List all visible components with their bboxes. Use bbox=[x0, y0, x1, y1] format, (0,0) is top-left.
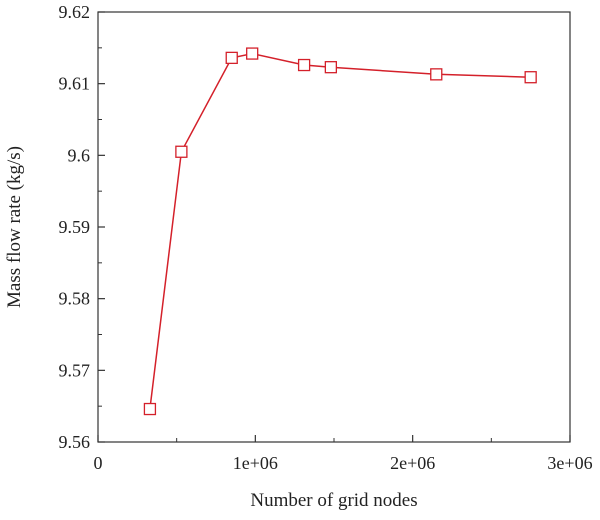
y-tick-label: 9.62 bbox=[59, 2, 91, 22]
data-point bbox=[143, 402, 157, 416]
y-tick-label: 9.56 bbox=[59, 432, 91, 452]
x-axis-title: Number of grid nodes bbox=[250, 490, 417, 511]
data-point bbox=[225, 51, 238, 65]
y-axis-ticks: 9.56 9.57 9.58 9.59 9.6 9.61 9.62 bbox=[59, 2, 105, 452]
y-tick-label: 9.61 bbox=[59, 74, 91, 94]
x-tick-label: 1e+06 bbox=[233, 453, 278, 473]
x-tick-label: 0 bbox=[94, 453, 103, 473]
data-point bbox=[246, 47, 259, 60]
x-tick-label: 3e+06 bbox=[547, 453, 592, 473]
data-point bbox=[524, 71, 537, 84]
y-axis-title: Mass flow rate (kg/s) bbox=[4, 146, 25, 308]
y-tick-label: 9.58 bbox=[59, 289, 91, 309]
y-tick-label: 9.57 bbox=[59, 360, 91, 380]
x-tick-label: 2e+06 bbox=[390, 453, 435, 473]
series-layer bbox=[143, 47, 537, 416]
y-tick-label: 9.59 bbox=[59, 217, 91, 237]
data-point bbox=[324, 61, 338, 74]
x-axis-ticks: 0 1e+06 2e+06 3e+06 bbox=[94, 435, 593, 473]
y-tick-label: 9.6 bbox=[68, 145, 91, 165]
series-line bbox=[149, 52, 531, 410]
data-point bbox=[430, 68, 443, 81]
data-point bbox=[175, 145, 188, 158]
data-point bbox=[297, 58, 311, 72]
